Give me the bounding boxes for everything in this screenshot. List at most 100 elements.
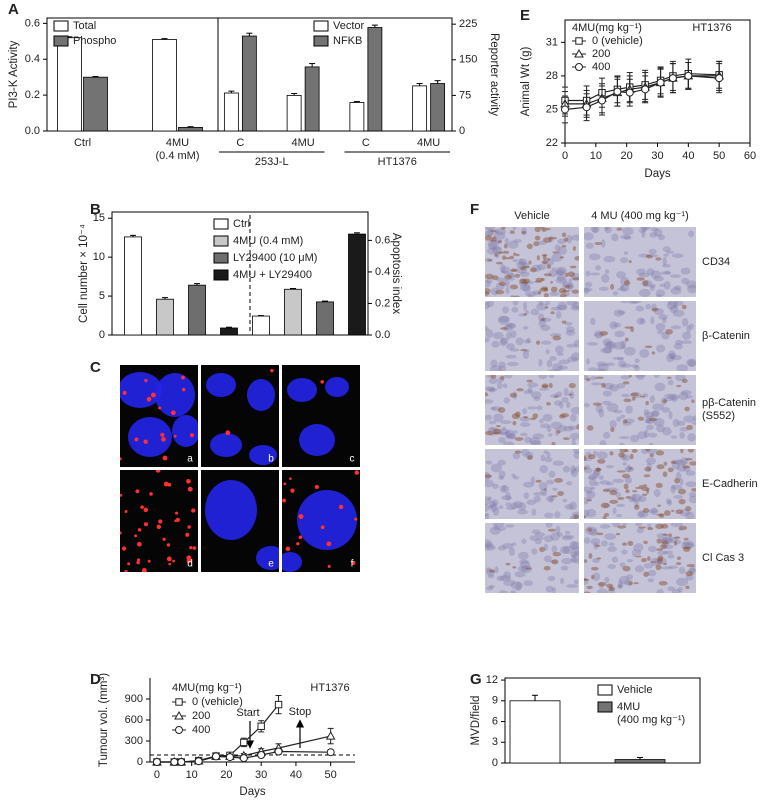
tissue-cell	[539, 465, 549, 474]
x-tick-label: 4MU	[292, 137, 315, 149]
stain	[657, 504, 661, 507]
tissue-cell	[485, 414, 493, 421]
stain	[601, 382, 606, 388]
stain	[528, 260, 532, 265]
stain	[567, 271, 575, 278]
image-label: c	[350, 454, 355, 465]
signal-dot	[186, 555, 192, 561]
marker	[582, 103, 591, 112]
tissue-cell	[505, 492, 511, 501]
y-tick-label: 0.0	[375, 329, 390, 341]
tissue-cell	[485, 329, 494, 339]
tissue-cell	[502, 542, 514, 549]
tissue-cell	[562, 545, 575, 554]
stain	[591, 566, 599, 571]
tissue-cell	[605, 341, 617, 347]
group-label: 253J-L	[255, 156, 289, 168]
tissue-cell	[492, 483, 499, 489]
stain	[498, 251, 504, 255]
stain	[541, 317, 546, 321]
tissue-cell	[571, 302, 579, 310]
tissue-cell	[549, 291, 560, 296]
stain	[647, 527, 654, 531]
tissue-cell	[543, 535, 554, 543]
tissue-cell	[655, 289, 666, 297]
tissue-cell	[584, 486, 593, 492]
tissue-cell	[555, 525, 561, 535]
tissue-cell	[570, 464, 576, 474]
stain	[501, 255, 507, 260]
tissue-cell	[546, 495, 555, 502]
stain	[643, 571, 649, 577]
signal-dot	[170, 410, 176, 416]
tissue-cell	[618, 360, 627, 368]
tissue-cell	[485, 542, 494, 550]
tissue-cell	[653, 375, 660, 378]
tissue-cell	[636, 527, 644, 534]
tissue-cell	[538, 301, 544, 306]
signal-dot	[146, 396, 152, 402]
signal-dot	[121, 546, 127, 551]
image-background	[485, 523, 579, 593]
stain	[494, 253, 498, 257]
tissue-cell	[498, 590, 508, 593]
tissue-cell	[490, 247, 502, 251]
stain	[544, 306, 549, 309]
tissue-cell	[548, 433, 553, 437]
stain	[537, 291, 542, 295]
marker	[598, 96, 606, 105]
tissue-cell	[546, 451, 551, 459]
tissue-cell	[679, 431, 685, 439]
tissue-cell	[664, 393, 677, 398]
stain	[533, 241, 540, 247]
y-axis-title: Tumour vol. (mm³)	[98, 673, 110, 767]
tissue-cell	[584, 402, 590, 408]
y-tick-label: 0.4	[25, 53, 40, 65]
legend-swatch	[213, 218, 229, 230]
stain	[644, 466, 652, 472]
tissue-cell	[519, 432, 528, 437]
tissue-cell	[523, 481, 534, 488]
stain	[510, 295, 514, 297]
nucleus	[210, 433, 242, 457]
tissue-cell	[617, 584, 623, 589]
tissue-cell	[486, 301, 494, 308]
y-tick-label: 3	[492, 736, 498, 748]
tissue-cell	[651, 410, 660, 418]
tissue-cell	[645, 303, 651, 310]
tissue-cell	[616, 382, 626, 389]
tissue-cell	[639, 348, 650, 358]
tissue-cell	[617, 310, 626, 315]
tissue-cell	[504, 278, 510, 288]
tissue-cell	[597, 363, 609, 371]
tissue-cell	[638, 272, 650, 278]
tissue-cell	[530, 440, 542, 445]
tissue-cell	[587, 476, 598, 480]
tissue-cell	[612, 291, 619, 296]
tissue-cell	[488, 387, 496, 393]
series-line	[564, 75, 720, 111]
tissue-cell	[685, 481, 696, 488]
stain	[550, 311, 555, 315]
stain	[523, 415, 528, 419]
tissue-cell	[609, 321, 618, 330]
tissue-cell	[557, 301, 567, 310]
tissue-cell	[523, 492, 530, 499]
tissue-cell	[509, 348, 520, 352]
tissue-cell	[541, 492, 547, 497]
stain	[573, 514, 579, 519]
stain	[658, 513, 665, 518]
stain	[525, 567, 532, 570]
y-tick-label: 0	[137, 756, 143, 768]
tissue-cell	[636, 375, 645, 380]
tissue-cell	[623, 235, 632, 240]
tissue-cell	[522, 283, 531, 293]
stain	[662, 471, 668, 478]
tissue-cell	[554, 400, 562, 406]
tissue-cell	[604, 341, 614, 349]
panel-letter: B	[90, 201, 101, 218]
tissue-cell	[671, 253, 684, 259]
legend-label: Phospho	[73, 35, 116, 47]
tissue-cell	[655, 322, 666, 331]
tissue-cell	[485, 496, 491, 506]
